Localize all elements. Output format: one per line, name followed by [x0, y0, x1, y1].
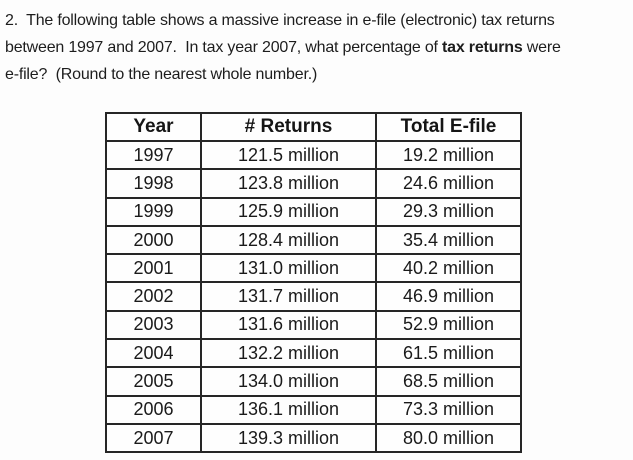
table-row: 1999 125.9 million 29.3 million [105, 196, 522, 227]
column-header-year: Year [105, 112, 202, 142]
table-cell-returns: 132.2 million [200, 338, 377, 369]
column-header-returns: # Returns [200, 112, 377, 142]
question-text: 2. The following table shows a massive i… [5, 7, 631, 88]
column-header-efile: Total E-file [375, 112, 522, 142]
table-cell-returns: 131.0 million [200, 253, 377, 284]
table-cell-returns: 131.7 million [200, 281, 377, 312]
table-cell-returns: 131.6 million [200, 309, 377, 341]
table-cell-efile: 52.9 million [375, 309, 522, 341]
table-cell-year: 2007 [105, 422, 202, 454]
efile-table: Year # Returns Total E-file 1997 121.5 mill… [105, 112, 522, 454]
table-cell-year: 1999 [105, 196, 202, 227]
table-header: Year # Returns Total E-file [105, 112, 522, 142]
table-cell-efile: 40.2 million [375, 253, 522, 284]
table-cell-efile: 19.2 million [375, 139, 522, 171]
table-cell-year: 2001 [105, 253, 202, 284]
table-cell-year: 1997 [105, 139, 202, 171]
table-row: 2000 128.4 million 35.4 million [105, 224, 522, 256]
table-row: 2001 131.0 million 40.2 million [105, 253, 522, 284]
table-cell-efile: 46.9 million [375, 281, 522, 312]
table-cell-efile: 73.3 million [375, 394, 522, 425]
table-cell-year: 2005 [105, 366, 202, 397]
question-line-3-text: e-file? (Round to the nearest whole numb… [5, 66, 318, 83]
table-cell-year: 2006 [105, 394, 202, 425]
table-header-row: Year # Returns Total E-file [105, 112, 522, 142]
question-line-3: e-file? (Round to the nearest whole numb… [5, 61, 631, 88]
question-line-2-post: were [522, 39, 561, 56]
question-line-1-text: 2. The following table shows a massive i… [5, 12, 555, 29]
table-row: 2007 139.3 million 80.0 million [105, 422, 522, 454]
table-cell-efile: 61.5 million [375, 338, 522, 369]
table-cell-efile: 29.3 million [375, 196, 522, 227]
table-body: 1997 121.5 million 19.2 million 1998 123.8 m… [105, 139, 522, 454]
question-line-2-pre: between 1997 and 2007. In tax year 2007,… [5, 39, 443, 56]
table-row: 2002 131.7 million 46.9 million [105, 281, 522, 312]
table-cell-efile: 80.0 million [375, 422, 522, 454]
table-cell-returns: 139.3 million [200, 422, 377, 454]
table-row: 1998 123.8 million 24.6 million [105, 168, 522, 199]
table-cell-year: 2002 [105, 281, 202, 312]
table-row: 1997 121.5 million 19.2 million [105, 139, 522, 171]
table-cell-year: 2004 [105, 338, 202, 369]
table-cell-year: 2000 [105, 224, 202, 256]
question-line-2-bold: tax returns [442, 39, 523, 56]
table-cell-returns: 136.1 million [200, 394, 377, 425]
table-cell-efile: 35.4 million [375, 224, 522, 256]
table-row: 2006 136.1 million 73.3 million [105, 394, 522, 425]
table-cell-returns: 125.9 million [200, 196, 377, 227]
question-line-1: 2. The following table shows a massive i… [5, 7, 631, 34]
table-cell-year: 1998 [105, 168, 202, 199]
table-cell-returns: 123.8 million [200, 168, 377, 199]
table-cell-efile: 24.6 million [375, 168, 522, 199]
table-cell-year: 2003 [105, 309, 202, 341]
table-cell-returns: 128.4 million [200, 224, 377, 256]
table-row: 2005 134.0 million 68.5 million [105, 366, 522, 397]
question-line-2: between 1997 and 2007. In tax year 2007,… [5, 34, 631, 61]
table-cell-returns: 121.5 million [200, 139, 377, 171]
table-cell-efile: 68.5 million [375, 366, 522, 397]
table-row: 2004 132.2 million 61.5 million [105, 338, 522, 369]
table-row: 2003 131.6 million 52.9 million [105, 309, 522, 341]
table-cell-returns: 134.0 million [200, 366, 377, 397]
